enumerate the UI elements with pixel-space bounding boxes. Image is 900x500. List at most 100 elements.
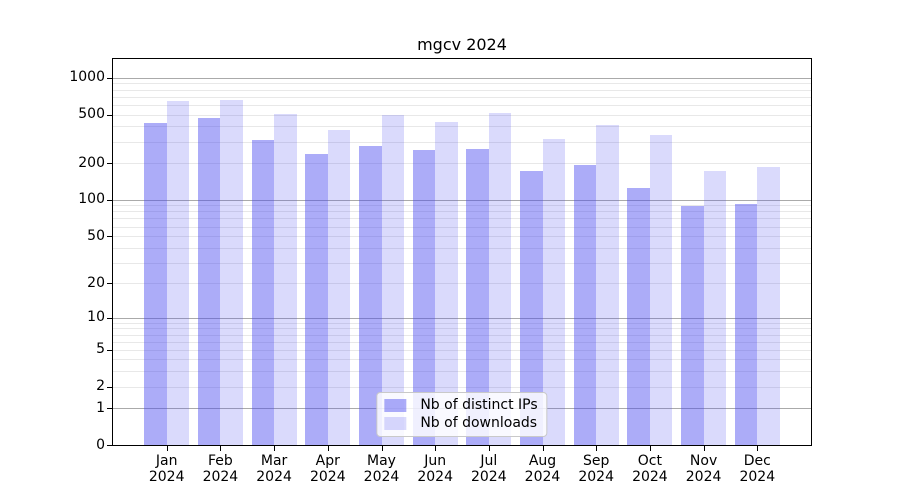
bar-nb-of-distinct-ips-oct — [627, 187, 650, 445]
x-tick-year: 2024 — [148, 469, 185, 485]
gridline-minor — [113, 104, 811, 106]
bar-nb-of-distinct-ips-sep — [573, 165, 597, 445]
gridline-minor — [113, 247, 811, 249]
x-tick-label-jun: Jun 2024 — [403, 453, 467, 485]
legend: Nb of distinct IPs Nb of downloads — [376, 392, 548, 437]
bar-nb-of-distinct-ips-nov — [681, 205, 704, 445]
y-tick-label: 20 — [87, 274, 105, 291]
plot-area: Nb of distinct IPs Nb of downloads — [112, 58, 812, 446]
x-tick-mark — [757, 446, 759, 451]
y-tick-label: 500 — [78, 106, 105, 122]
y-tick-label: 200 — [78, 154, 105, 171]
bar-nb-of-distinct-ips-may — [359, 145, 382, 445]
y-tick-label: 0 — [96, 436, 105, 453]
x-tick-label-sep: Sep 2024 — [564, 453, 628, 485]
x-tick-label-jan: Jan 2024 — [135, 453, 199, 485]
x-tick-label-oct: Oct 2024 — [618, 453, 682, 485]
gridline-minor — [113, 283, 811, 285]
x-tick-label-nov: Nov 2024 — [672, 453, 736, 485]
x-tick-month: Jun — [424, 453, 447, 469]
y-tick-label: 1000 — [69, 69, 105, 86]
bar-nb-of-downloads-jul — [488, 113, 512, 445]
gridline-minor — [113, 114, 811, 116]
bar-nb-of-distinct-ips-feb — [197, 117, 221, 445]
x-tick-year: 2024 — [363, 469, 400, 485]
legend-swatch-downloads — [384, 416, 407, 430]
x-tick-mark — [649, 446, 651, 451]
x-tick-year: 2024 — [417, 469, 453, 485]
legend-swatch-distinct-ips — [384, 398, 407, 412]
bar-nb-of-downloads-feb — [220, 100, 243, 445]
bar-nb-of-distinct-ips-jan — [144, 123, 167, 445]
x-tick-year: 2024 — [470, 469, 507, 485]
gridline-minor — [113, 89, 811, 91]
gridline-minor — [113, 96, 811, 98]
x-tick-month: Sep — [582, 453, 610, 469]
chart-title: mgcv 2024 — [417, 35, 507, 54]
x-tick-mark — [327, 446, 329, 451]
x-tick-mark — [274, 446, 276, 451]
x-tick-year: 2024 — [578, 469, 614, 485]
x-tick-mark — [542, 446, 544, 451]
y-tick-mark — [107, 163, 112, 165]
gridline-minor — [113, 322, 811, 324]
bar-nb-of-distinct-ips-jun — [412, 150, 436, 445]
gridline-minor — [113, 163, 811, 165]
y-tick-label: 5 — [96, 341, 105, 358]
x-tick-month: Dec — [743, 453, 771, 469]
y-tick-mark — [107, 317, 112, 319]
bar-nb-of-downloads-may — [381, 114, 404, 445]
bar-nb-of-distinct-ips-dec — [734, 203, 758, 445]
gridline-minor — [113, 328, 811, 330]
x-tick-month: May — [367, 453, 396, 469]
gridline-minor — [113, 334, 811, 336]
y-tick-label: 50 — [87, 227, 105, 244]
x-tick-month: Jul — [480, 453, 498, 469]
x-tick-mark — [220, 446, 222, 451]
y-tick-mark — [107, 349, 112, 351]
y-tick-mark — [107, 77, 112, 79]
x-tick-label-may: May 2024 — [350, 453, 414, 485]
legend-label-distinct-ips: Nb of distinct IPs — [420, 397, 538, 413]
y-tick-mark — [107, 386, 112, 388]
gridline-minor — [113, 211, 811, 213]
bar-nb-of-downloads-nov — [703, 170, 727, 445]
y-tick-mark — [107, 114, 112, 116]
x-tick-month: Mar — [260, 453, 288, 469]
x-tick-year: 2024 — [524, 469, 561, 485]
gridline-minor — [113, 83, 811, 85]
x-tick-month: Apr — [315, 453, 340, 469]
y-tick-mark — [107, 408, 112, 410]
gridline-minor — [113, 141, 811, 143]
bar-nb-of-downloads-apr — [327, 130, 351, 445]
gridline-major — [113, 77, 811, 79]
y-tick-mark — [107, 236, 112, 237]
x-tick-month: Nov — [689, 453, 718, 469]
x-tick-month: Aug — [528, 453, 557, 469]
gridline-minor — [113, 386, 811, 388]
x-tick-year: 2024 — [632, 469, 668, 485]
gridline-minor — [113, 341, 811, 343]
bar-nb-of-downloads-sep — [596, 125, 619, 445]
x-tick-label-jul: Jul 2024 — [457, 453, 521, 485]
gridline-minor — [113, 262, 811, 264]
bar-nb-of-distinct-ips-apr — [305, 154, 328, 445]
x-tick-mark — [488, 446, 490, 451]
legend-item-distinct-ips: Nb of distinct IPs — [384, 397, 538, 413]
y-tick-mark — [107, 445, 112, 446]
gridline-minor — [113, 205, 811, 207]
legend-item-downloads: Nb of downloads — [384, 415, 537, 431]
x-tick-label-mar: Mar 2024 — [242, 453, 306, 485]
x-tick-mark — [435, 446, 437, 451]
bar-nb-of-downloads-mar — [274, 113, 297, 445]
y-tick-label: 2 — [96, 378, 105, 395]
y-tick-label: 10 — [87, 309, 105, 325]
bar-nb-of-distinct-ips-mar — [251, 139, 275, 445]
gridline-minor — [113, 126, 811, 128]
bar-nb-of-downloads-jun — [435, 122, 458, 445]
gridline-major — [113, 199, 811, 201]
bar-nb-of-downloads-aug — [542, 139, 565, 445]
bar-nb-of-distinct-ips-aug — [520, 171, 543, 445]
x-tick-year: 2024 — [685, 469, 722, 485]
x-tick-mark — [703, 446, 705, 451]
